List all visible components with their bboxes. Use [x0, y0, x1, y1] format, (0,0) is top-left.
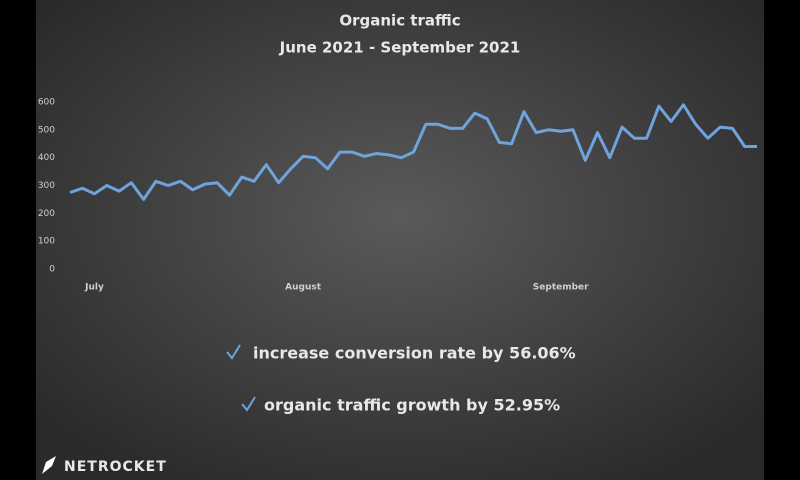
y-tick-label: 300 — [38, 181, 55, 191]
chart-subtitle: June 2021 - September 2021 — [279, 39, 521, 57]
annotation: organic traffic growth by 52.95% — [264, 396, 560, 415]
y-tick-label: 600 — [38, 98, 55, 108]
slide-background — [36, 0, 764, 480]
brand: NETROCKET — [64, 459, 167, 475]
y-tick-label: 100 — [38, 237, 55, 247]
line — [69, 103, 757, 201]
y-tick-label: 0 — [49, 265, 55, 275]
check-icon — [226, 344, 241, 360]
x-tick-label: July — [84, 283, 104, 293]
x-tick-label: September — [533, 283, 589, 293]
chart-title: Organic traffic — [339, 12, 460, 30]
logo-icon — [42, 456, 56, 474]
annotation: increase conversion rate by 56.06% — [253, 344, 576, 363]
y-tick-label: 200 — [38, 209, 55, 219]
x-tick-label: August — [285, 283, 322, 293]
y-tick-label: 500 — [38, 125, 55, 135]
y-tick-label: 400 — [38, 153, 55, 163]
check-icon — [241, 396, 256, 412]
